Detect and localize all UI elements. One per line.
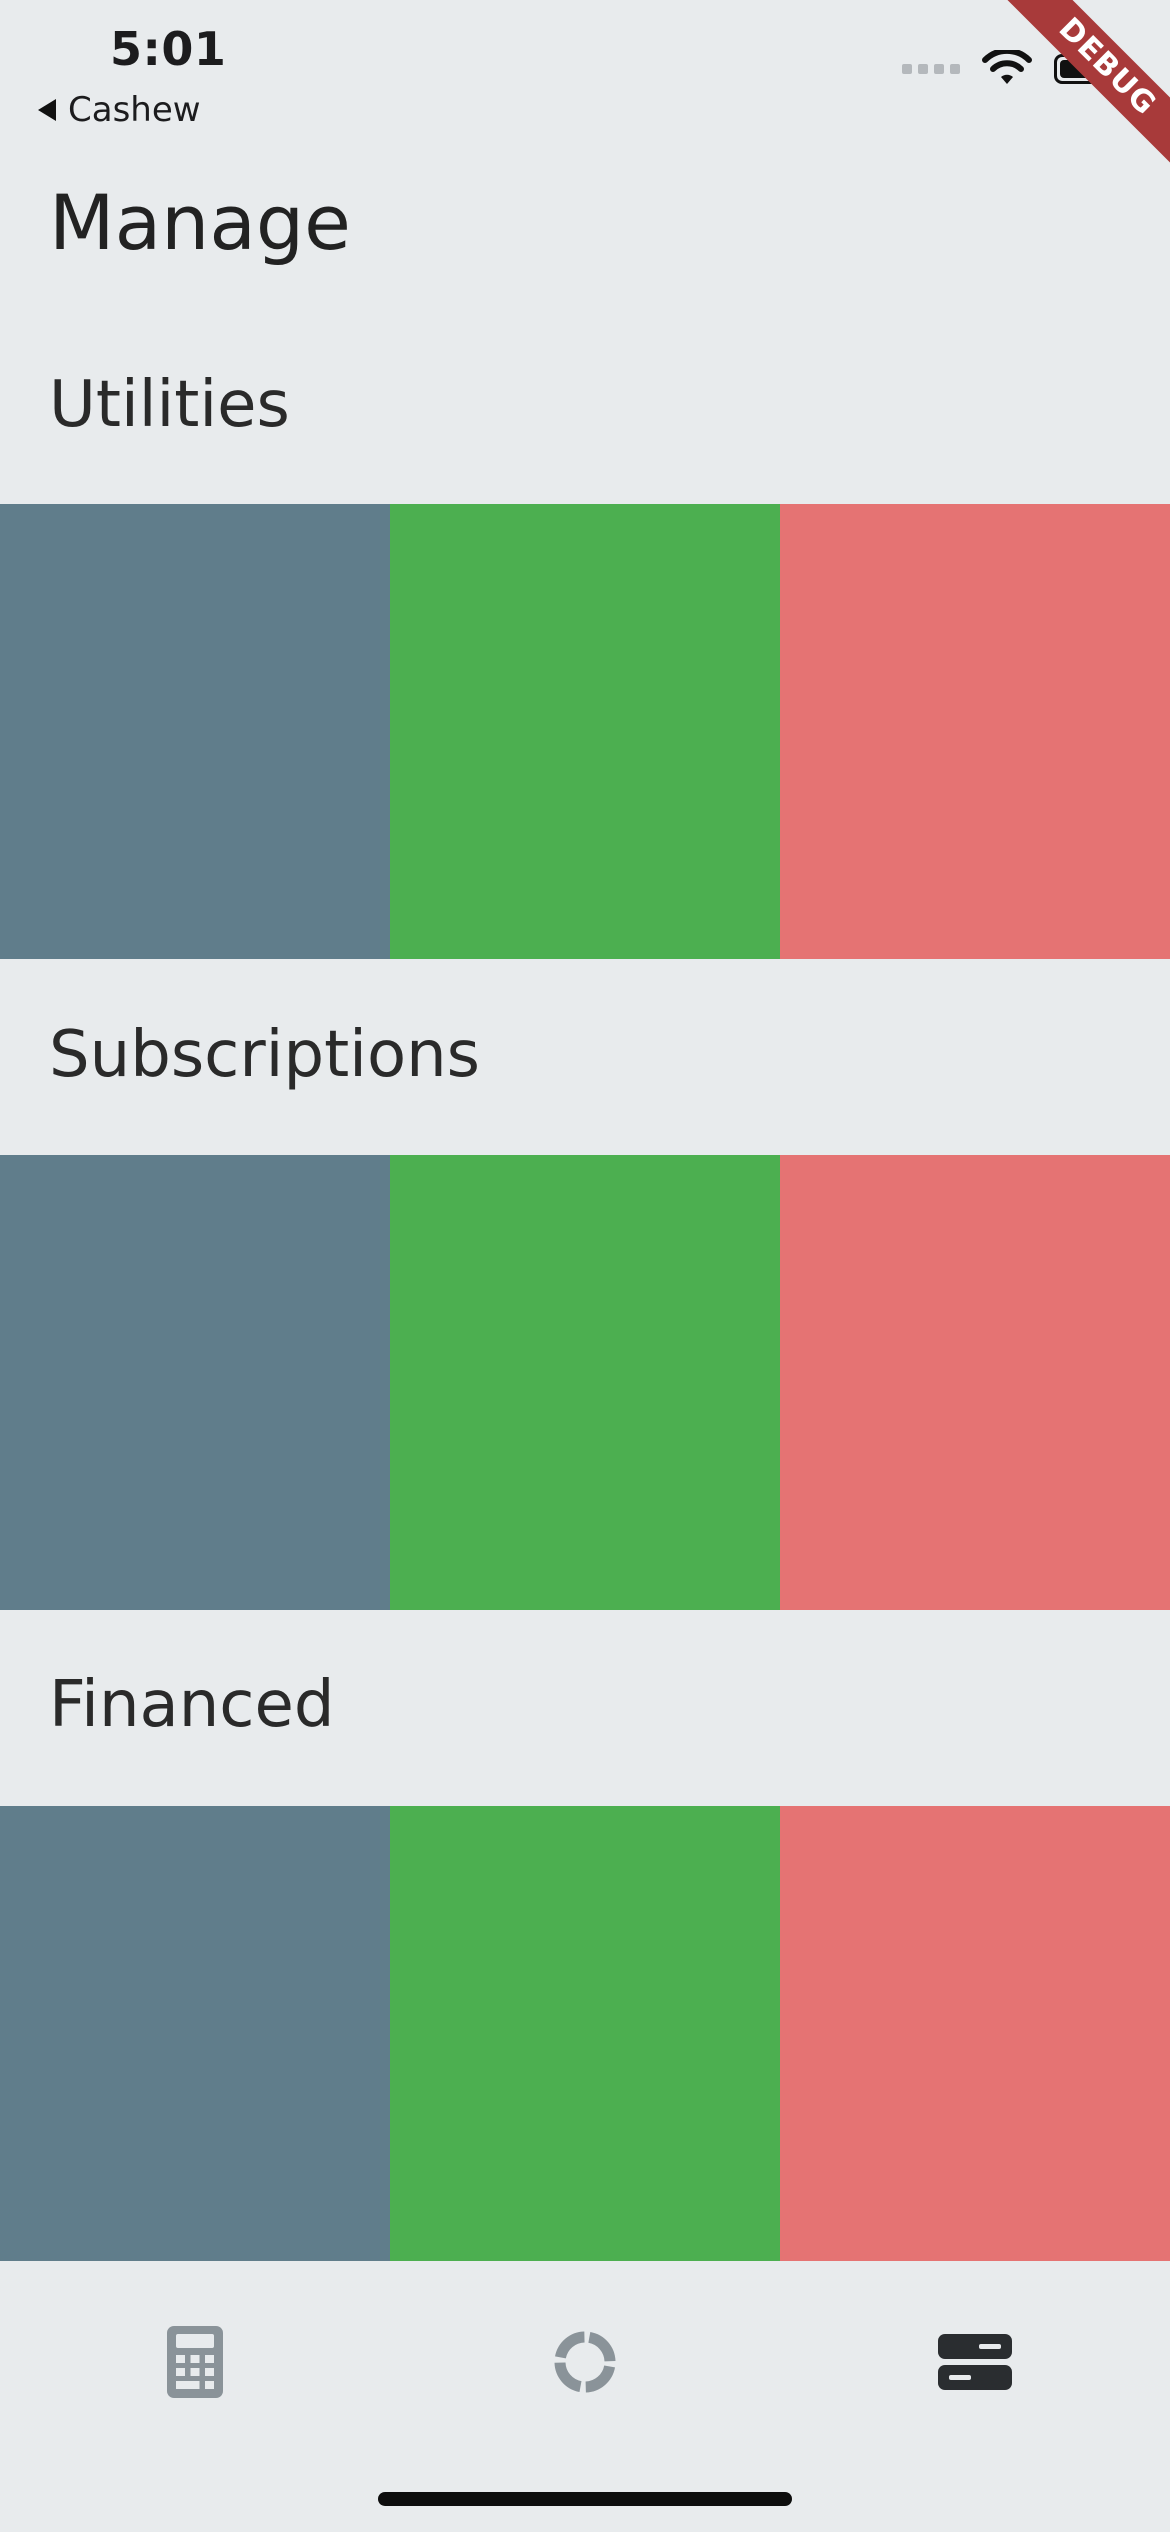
- color-swatch[interactable]: [780, 504, 1170, 959]
- color-swatch[interactable]: [780, 1155, 1170, 1610]
- nav-item-budget[interactable]: [525, 2302, 645, 2422]
- cellular-signal-icon: [902, 64, 960, 74]
- back-to-app-link[interactable]: Cashew: [38, 90, 201, 130]
- donut-chart-icon: [554, 2331, 616, 2393]
- wifi-icon: [982, 50, 1032, 84]
- color-swatch[interactable]: [780, 1806, 1170, 2261]
- debug-banner: DEBUG: [970, 0, 1170, 200]
- nav-item-manage[interactable]: [915, 2302, 1035, 2422]
- color-swatch[interactable]: [0, 504, 390, 959]
- home-indicator[interactable]: [378, 2492, 792, 2506]
- color-swatch[interactable]: [0, 1806, 390, 2261]
- calculator-icon: [167, 2326, 223, 2398]
- swatch-row-financed: [0, 1806, 1170, 2261]
- color-swatch[interactable]: [0, 1155, 390, 1610]
- swatch-row-subscriptions: [0, 1155, 1170, 1610]
- bottom-navigation: [0, 2262, 1170, 2532]
- manage-icon: [938, 2334, 1012, 2390]
- back-arrow-icon: [38, 99, 56, 121]
- nav-item-calculator[interactable]: [135, 2302, 255, 2422]
- section-heading-utilities: Utilities: [49, 368, 290, 442]
- back-app-label: Cashew: [68, 90, 201, 130]
- swatch-row-utilities: [0, 504, 1170, 959]
- color-swatch[interactable]: [390, 504, 780, 959]
- color-swatch[interactable]: [390, 1806, 780, 2261]
- color-swatch[interactable]: [390, 1155, 780, 1610]
- status-time: 5:01: [110, 22, 227, 76]
- section-heading-financed: Financed: [49, 1668, 335, 1742]
- page-title: Manage: [49, 178, 351, 267]
- debug-label: DEBUG: [1002, 0, 1170, 172]
- section-heading-subscriptions: Subscriptions: [49, 1018, 480, 1092]
